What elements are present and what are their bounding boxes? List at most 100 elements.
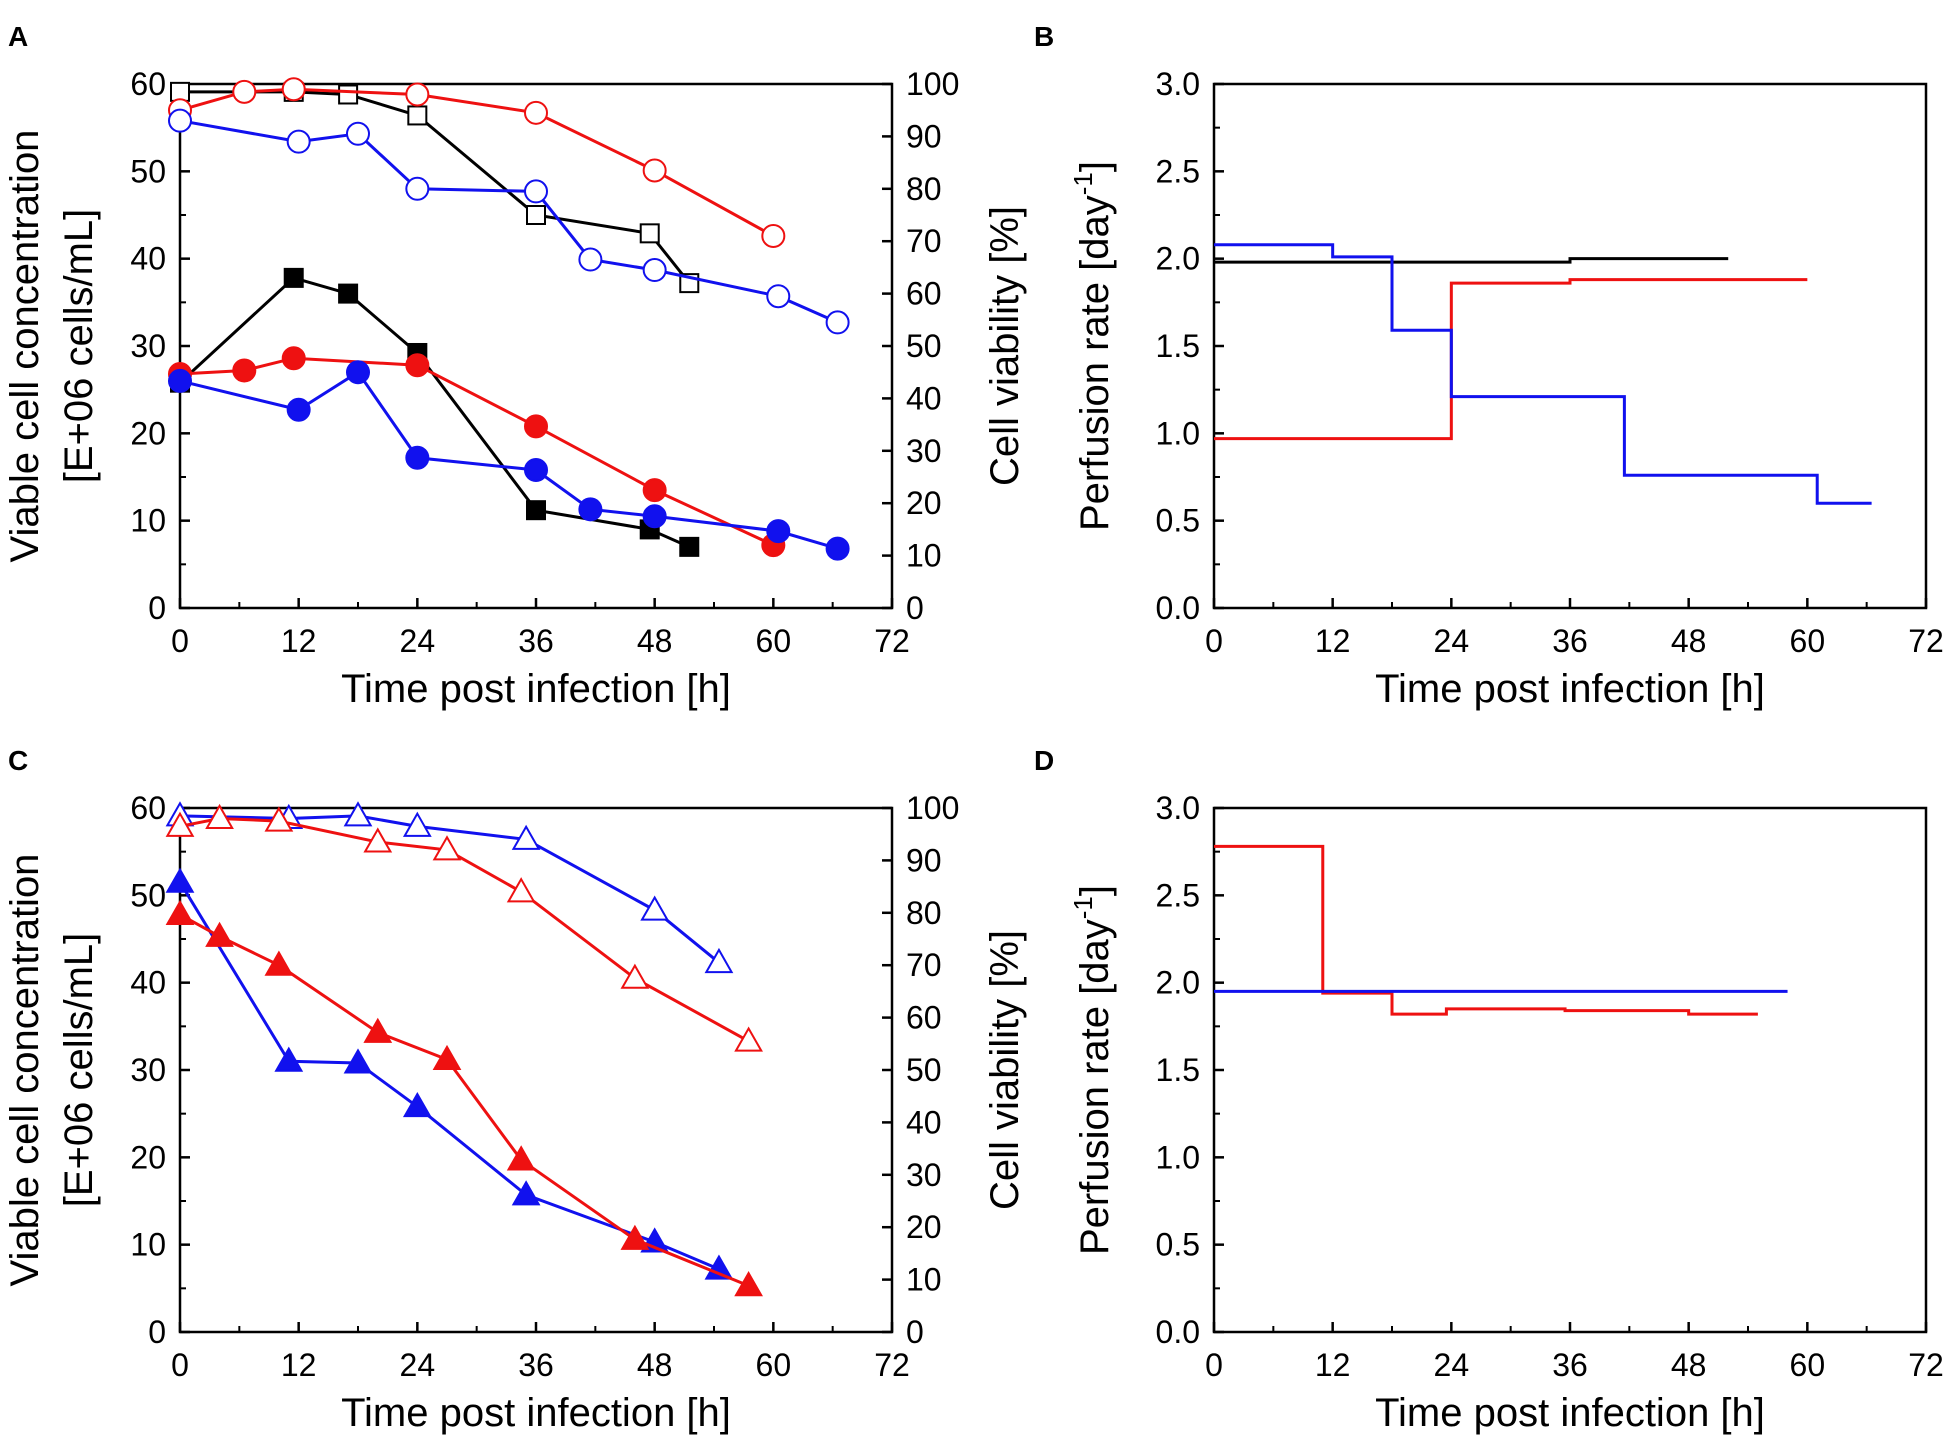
panel-a-point-blue-viability: [346, 121, 370, 146]
panel-letter-c: C: [8, 745, 28, 776]
panel-b-x-tick-label: 48: [1671, 623, 1707, 659]
panel-c-point-blue-viability: [402, 811, 432, 837]
panel-c-y-right-tick-label: 80: [906, 895, 942, 931]
panel-a-point-black-viability: [526, 205, 546, 225]
panel-d-y-tick-label: 2.0: [1156, 965, 1200, 1001]
panel-a-y-right-tick-label: 60: [906, 276, 942, 312]
panel-c-y-tick-label: 60: [130, 790, 166, 826]
panel-a-y-right-tick-label: 50: [906, 328, 942, 364]
panel-a-point-blue-viability: [578, 247, 603, 272]
panel-a-point-black-vcc: [679, 536, 700, 557]
panel-c-point-red-viability: [620, 963, 650, 989]
panel-a-point-black-viability: [639, 223, 660, 244]
panel-a-point-red-vcc: [281, 346, 306, 371]
panel-a-point-blue-viability: [286, 129, 311, 154]
panel-d-y-tick-label: 2.5: [1156, 877, 1200, 913]
panel-b-x-tick-label: 36: [1552, 623, 1588, 659]
panel-a-series-line-blue-vcc: [179, 370, 839, 551]
panel-d-x-tick-label: 24: [1434, 1347, 1470, 1383]
panel-d-y-tick-label: 0.0: [1156, 1314, 1200, 1350]
panel-c-point-blue-viability: [511, 824, 541, 850]
panel-a-point-blue-viability: [168, 108, 192, 133]
panel-a-point-red-viability: [642, 158, 667, 183]
panel-c-series-line-red-vcc: [179, 913, 750, 1288]
panel-b-x-tick-label: 0: [1205, 623, 1223, 659]
panel-c-x-tick-label: 0: [171, 1347, 189, 1383]
panel-c-point-blue-vcc: [274, 1046, 304, 1072]
panel-b-x-axis-title: Time post infection [h]: [1375, 667, 1765, 711]
panel-a-x-tick-label: 24: [400, 623, 436, 659]
panel-a-point-blue-viability: [524, 179, 548, 204]
panel-a-y-tick-label: 10: [130, 503, 166, 539]
panel-a-x-tick-label: 0: [171, 623, 189, 659]
panel-a-y-tick-label: 40: [130, 241, 166, 277]
panel-b-series-line-blue: [1214, 243, 1872, 505]
panel-d-x-tick-label: 12: [1315, 1347, 1351, 1383]
panel-a-point-blue-vcc: [825, 536, 850, 561]
panel-c-point-red-vcc: [734, 1271, 763, 1297]
panel-a-point-blue-viability: [642, 258, 667, 283]
panel-a-point-red-viability: [232, 79, 257, 104]
panel-c-point-red-vcc: [363, 1017, 393, 1043]
panel-a-point-red-vcc: [524, 414, 548, 439]
panel-a-point-red-viability: [524, 100, 548, 125]
panel-c-point-red-viability: [734, 1026, 763, 1052]
panel-a-x-tick-label: 12: [281, 623, 317, 659]
panel-a-y-tick-label: 60: [130, 66, 166, 102]
panel-c-series-line-blue-viability: [179, 814, 720, 964]
panel-d-y-tick-label: 1.5: [1156, 1052, 1200, 1088]
panel-a-point-red-vcc: [232, 358, 257, 383]
panel-c-point-blue-viability: [343, 801, 373, 827]
panel-a-y-right-tick-label: 90: [906, 118, 942, 154]
panel-b-y-tick-label: 2.0: [1156, 241, 1200, 277]
panel-a-point-black-vcc: [526, 500, 546, 521]
panel-a-y-axis-title-line1: Viable cell concentration: [3, 130, 47, 563]
panel-a-x-tick-label: 48: [637, 623, 673, 659]
panel-c-point-blue-viability: [704, 947, 734, 974]
panel-d-x-axis-title: Time post infection [h]: [1375, 1391, 1765, 1435]
panel-a-point-blue-vcc: [168, 368, 192, 393]
panel-a-y-tick-label: 20: [130, 415, 166, 451]
panel-c-point-red-viability: [432, 835, 462, 861]
panel-a-y-right-tick-label: 80: [906, 171, 942, 207]
panel-c-point-red-vcc: [620, 1224, 650, 1250]
panel-c-point-blue-vcc: [402, 1092, 432, 1118]
panel-b-series-line-black: [1214, 257, 1729, 264]
panel-b-y-tick-label: 1.5: [1156, 328, 1200, 364]
panel-c-point-red-vcc: [264, 950, 294, 976]
panel-c-x-tick-label: 24: [400, 1347, 436, 1383]
panel-c-point-blue-vcc: [704, 1254, 734, 1280]
panel-c-y-right-tick-label: 60: [906, 1000, 942, 1036]
panel-d-x-tick-label: 36: [1552, 1347, 1588, 1383]
panel-c-y-right-axis-title: Cell viability [%]: [983, 930, 1027, 1210]
panel-a-point-red-vcc: [405, 353, 430, 378]
panel-c-x-tick-label: 36: [518, 1347, 554, 1383]
panel-c-x-tick-label: 72: [874, 1347, 910, 1383]
panel-a-x-tick-label: 36: [518, 623, 554, 659]
panel-b-y-tick-label: 3.0: [1156, 66, 1200, 102]
panel-c-y-right-tick-label: 70: [906, 947, 942, 983]
panel-a-y-tick-label: 30: [130, 328, 166, 364]
panel-c-y-right-tick-label: 10: [906, 1262, 942, 1298]
panel-a-point-black-vcc: [338, 283, 359, 304]
panel-a-y-right-tick-label: 70: [906, 223, 942, 259]
panel-b-y-axis-title: Perfusion rate [day-1]: [1068, 161, 1117, 531]
panel-c-y-right-tick-label: 20: [906, 1209, 942, 1245]
panel-c-point-blue-vcc: [343, 1048, 373, 1074]
panel-a-point-red-viability: [761, 223, 786, 248]
panel-b-x-tick-label: 60: [1790, 623, 1826, 659]
panel-a-point-blue-viability: [405, 176, 430, 201]
panel-c-point-red-viability: [363, 827, 393, 853]
panel-c-y-right-tick-label: 0: [906, 1314, 924, 1350]
panel-c-x-tick-label: 48: [637, 1347, 673, 1383]
panel-a-point-blue-vcc: [766, 519, 791, 544]
panel-c-y-tick-label: 40: [130, 965, 166, 1001]
panel-a-series-line-red-vcc: [179, 356, 774, 547]
panel-d-y-tick-label: 0.5: [1156, 1227, 1200, 1263]
panel-b-y-tick-label: 0.0: [1156, 590, 1200, 626]
panel-c-x-axis-title: Time post infection [h]: [341, 1391, 731, 1435]
panel-c-y-tick-label: 20: [130, 1139, 166, 1175]
panel-a-point-blue-vcc: [524, 458, 548, 483]
panel-d-y-axis-title: Perfusion rate [day-1]: [1068, 885, 1117, 1255]
panel-c-y-tick-label: 50: [130, 877, 166, 913]
